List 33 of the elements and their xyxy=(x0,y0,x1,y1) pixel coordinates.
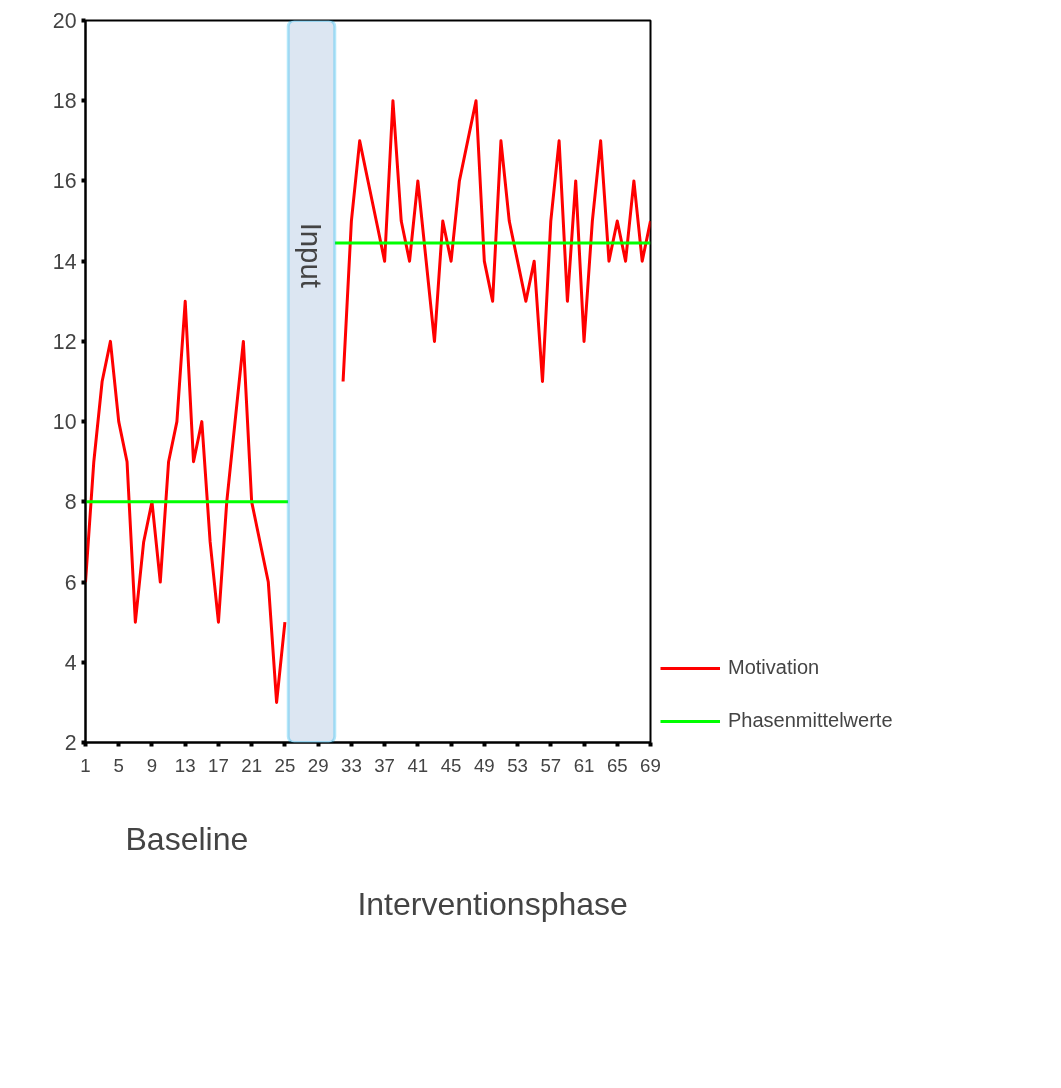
x-tick-label: 33 xyxy=(341,754,362,776)
x-tick-label: 1 xyxy=(80,754,91,776)
x-tick-label: 69 xyxy=(640,754,661,776)
band-label: Input xyxy=(295,222,328,288)
y-tick-label: 18 xyxy=(52,89,77,114)
x-tick-label: 61 xyxy=(573,754,595,776)
x-tick-label: 13 xyxy=(174,754,196,776)
legend-label: Phasenmittelwerte xyxy=(728,709,893,732)
x-tick-label: 21 xyxy=(241,754,263,776)
x-tick-label: 29 xyxy=(307,754,329,776)
y-tick-label: 14 xyxy=(52,249,77,274)
y-tick-label: 20 xyxy=(52,9,77,33)
y-tick-label: 12 xyxy=(52,329,77,354)
x-tick-label: 49 xyxy=(473,754,495,776)
x-tick-label: 5 xyxy=(113,754,124,776)
legend-label: Motivation xyxy=(728,656,820,679)
x-tick-label: 41 xyxy=(407,754,429,776)
x-tick-label: 25 xyxy=(274,754,296,776)
x-tick-label: 65 xyxy=(606,754,628,776)
x-tick-label: 9 xyxy=(146,754,158,776)
y-tick-label: 4 xyxy=(64,650,77,675)
x-tick-label: 37 xyxy=(374,754,396,776)
y-tick-label: 16 xyxy=(52,169,77,194)
x-tick-label: 57 xyxy=(540,754,562,776)
text: Interventionsphase xyxy=(357,885,628,922)
y-tick-label: 8 xyxy=(64,490,77,515)
x-tick-label: 45 xyxy=(440,754,462,776)
y-tick-label: 2 xyxy=(64,731,77,755)
y-tick-label: 6 xyxy=(64,570,77,595)
y-tick-label: 10 xyxy=(52,410,77,435)
x-tick-label: 53 xyxy=(507,754,528,776)
x-tick-label: 17 xyxy=(208,754,229,776)
text: Baseline xyxy=(125,820,249,857)
